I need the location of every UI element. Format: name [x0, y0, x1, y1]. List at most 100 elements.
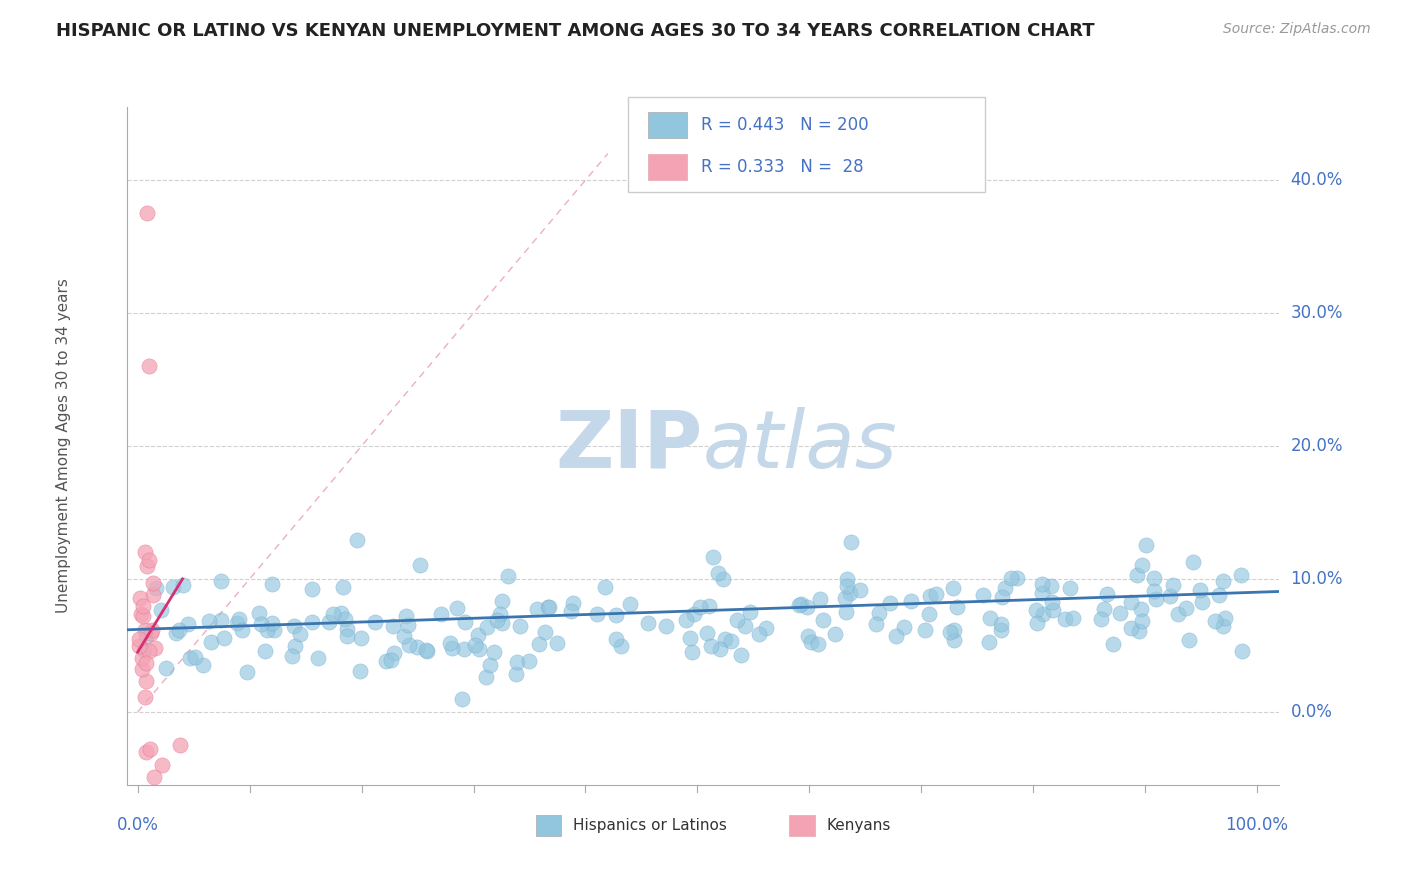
Point [463, 638, 485, 652]
Point [1135, 538, 1157, 552]
Point [1130, 614, 1153, 628]
Point [811, 613, 834, 627]
Point [696, 626, 718, 640]
Point [1039, 578, 1062, 592]
Point [169, 738, 191, 752]
Point [138, 359, 160, 374]
Point [835, 605, 858, 619]
Text: Kenyans: Kenyans [827, 818, 891, 833]
FancyBboxPatch shape [536, 815, 561, 836]
Point [1230, 568, 1253, 582]
Point [900, 594, 922, 608]
Point [707, 566, 730, 580]
Point [879, 596, 901, 610]
Point [1025, 603, 1047, 617]
Point [142, 576, 165, 591]
Point [446, 600, 468, 615]
Point [714, 632, 737, 647]
Point [730, 648, 752, 663]
Point [1031, 585, 1053, 599]
Point [1161, 577, 1184, 591]
Text: ZIP: ZIP [555, 407, 703, 485]
Point [942, 581, 965, 595]
Point [1032, 607, 1054, 621]
Text: Source: ZipAtlas.com: Source: ZipAtlas.com [1223, 22, 1371, 37]
Point [143, 770, 166, 784]
Point [149, 603, 172, 617]
Point [128, 632, 150, 647]
Point [538, 599, 561, 614]
Point [946, 600, 969, 615]
Point [699, 599, 721, 613]
Point [392, 629, 415, 643]
Point [198, 615, 221, 629]
Point [1129, 601, 1152, 615]
Point [586, 607, 609, 622]
Point [405, 640, 427, 655]
Point [841, 535, 863, 549]
Point [165, 626, 187, 640]
Point [485, 613, 508, 627]
Point [143, 641, 166, 656]
Point [225, 616, 247, 631]
Point [755, 621, 778, 635]
Point [835, 579, 858, 593]
Point [972, 588, 994, 602]
Point [1062, 611, 1084, 625]
Point [1054, 612, 1077, 626]
Point [346, 533, 368, 547]
Point [134, 690, 156, 704]
Point [135, 674, 157, 689]
Point [132, 609, 155, 624]
Point [260, 576, 283, 591]
Point [1143, 583, 1166, 598]
Point [247, 606, 270, 620]
Point [375, 654, 398, 668]
Point [451, 691, 474, 706]
Point [330, 606, 353, 620]
Point [172, 578, 194, 592]
Point [141, 623, 163, 637]
Text: R = 0.443   N = 200: R = 0.443 N = 200 [700, 116, 869, 135]
Point [439, 636, 461, 650]
FancyBboxPatch shape [790, 815, 815, 836]
Point [1175, 601, 1198, 615]
Point [893, 620, 915, 634]
Point [824, 626, 846, 640]
Point [280, 648, 302, 663]
Point [253, 644, 276, 658]
Point [142, 588, 165, 602]
Point [1191, 594, 1213, 608]
Point [1005, 571, 1028, 585]
Point [1208, 588, 1230, 602]
Point [482, 645, 505, 659]
Point [700, 639, 723, 653]
Text: HISPANIC OR LATINO VS KENYAN UNEMPLOYMENT AMONG AGES 30 TO 34 YEARS CORRELATION : HISPANIC OR LATINO VS KENYAN UNEMPLOYMEN… [56, 22, 1095, 40]
Point [398, 618, 420, 632]
Point [322, 607, 344, 621]
Point [683, 607, 706, 621]
Point [979, 611, 1001, 625]
Point [1031, 577, 1053, 591]
Point [925, 587, 948, 601]
Point [209, 613, 232, 627]
Point [1119, 621, 1142, 635]
Point [135, 206, 157, 220]
Point [139, 742, 162, 756]
Point [537, 599, 560, 614]
Text: 0.0%: 0.0% [117, 815, 159, 833]
Point [145, 581, 167, 595]
Point [132, 643, 155, 657]
Point [1000, 570, 1022, 584]
Point [808, 592, 831, 607]
Point [1090, 612, 1112, 626]
Point [335, 629, 357, 643]
Point [496, 569, 519, 583]
Point [702, 549, 724, 564]
Point [991, 590, 1014, 604]
Point [593, 580, 616, 594]
Point [453, 641, 475, 656]
Point [533, 624, 555, 639]
Point [209, 574, 232, 588]
Point [139, 626, 162, 640]
